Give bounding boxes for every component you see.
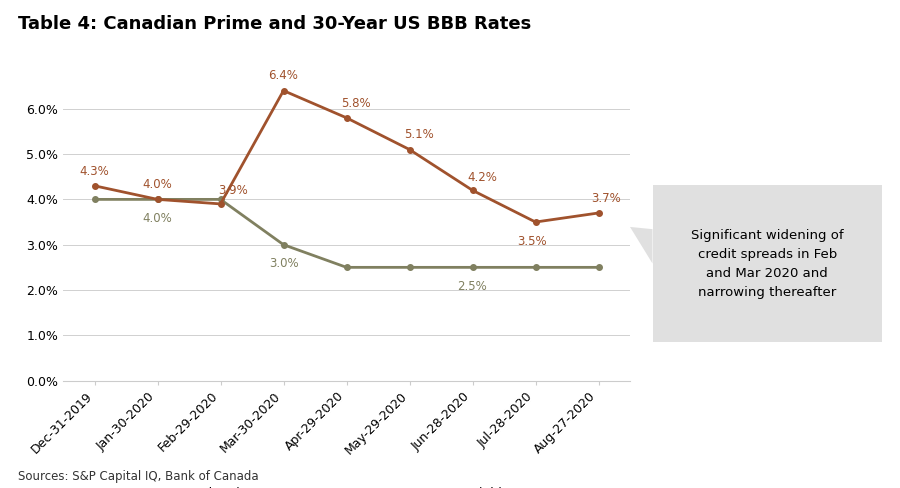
- Text: Sources: S&P Capital IQ, Bank of Canada: Sources: S&P Capital IQ, Bank of Canada: [18, 470, 258, 483]
- Text: 4.0%: 4.0%: [142, 178, 173, 191]
- Text: 3.0%: 3.0%: [269, 257, 298, 270]
- Text: 6.4%: 6.4%: [268, 69, 299, 82]
- Text: 4.2%: 4.2%: [467, 170, 497, 183]
- Text: 3.5%: 3.5%: [518, 235, 547, 248]
- Text: Table 4: Canadian Prime and 30-Year US BBB Rates: Table 4: Canadian Prime and 30-Year US B…: [18, 15, 531, 33]
- Text: 4.3%: 4.3%: [79, 164, 110, 178]
- Text: 3.9%: 3.9%: [218, 184, 248, 197]
- Text: 2.5%: 2.5%: [457, 280, 488, 293]
- Text: 3.7%: 3.7%: [591, 192, 621, 205]
- Legend: Canada Prime, 30yr US Corporate BBB Yield: Canada Prime, 30yr US Corporate BBB Yiel…: [130, 482, 507, 488]
- Text: 5.1%: 5.1%: [404, 128, 434, 142]
- Text: Significant widening of
credit spreads in Feb
and Mar 2020 and
narrowing thereaf: Significant widening of credit spreads i…: [691, 228, 843, 299]
- Text: 5.8%: 5.8%: [341, 97, 371, 110]
- Text: 4.0%: 4.0%: [142, 212, 173, 225]
